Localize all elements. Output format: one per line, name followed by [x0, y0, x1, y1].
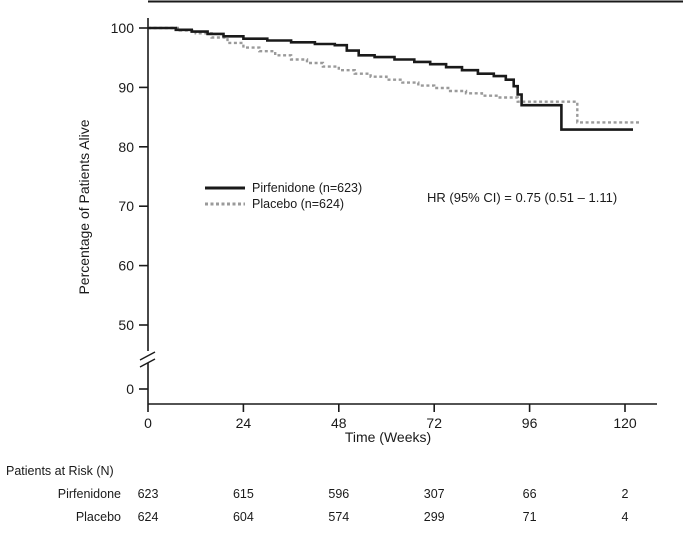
risk-row-label-pirfenidone: Pirfenidone — [57, 487, 121, 501]
risk-count-placebo-week-48: 574 — [328, 510, 350, 524]
placebo-dashed-line-icon — [205, 202, 245, 206]
risk-table-title: Patients at Risk (N) — [6, 464, 114, 478]
legend: Pirfenidone (n=623) Placebo (n=624) — [204, 180, 362, 212]
risk-count-pirfenidone-week-0: 623 — [137, 487, 159, 501]
x-tick-label: 24 — [236, 415, 252, 431]
y-tick-label: 60 — [118, 258, 134, 274]
risk-count-placebo-week-0: 624 — [137, 510, 159, 524]
y-tick-label: 90 — [118, 79, 134, 95]
risk-count-placebo-week-24: 604 — [232, 510, 254, 524]
y-tick-label: 80 — [118, 139, 134, 155]
pirfenidone-curve — [148, 26, 633, 131]
x-axis-title: Time (Weeks) — [344, 429, 432, 445]
risk-row-label-placebo: Placebo — [75, 510, 121, 524]
x-tick-label: 120 — [613, 415, 637, 431]
risk-count-pirfenidone-week-24: 615 — [232, 487, 254, 501]
risk-count-pirfenidone-week-48: 596 — [328, 487, 350, 501]
y-tick-label: 50 — [118, 317, 134, 333]
legend-item-pirfenidone: Pirfenidone (n=623) — [204, 180, 362, 196]
y-tick-label: 0 — [126, 381, 134, 397]
pirfenidone-solid-line-icon — [205, 186, 245, 190]
y-axis-break-slash — [139, 351, 156, 361]
x-tick-label: 96 — [522, 415, 538, 431]
hazard-ratio-annotation: HR (95% CI) = 0.75 (0.51 – 1.11) — [427, 190, 618, 205]
risk-count-placebo-week-72: 299 — [423, 510, 445, 524]
y-axis-break-slash — [139, 358, 156, 368]
legend-label-placebo: Placebo (n=624) — [252, 197, 345, 211]
legend-label-pirfenidone: Pirfenidone (n=623) — [252, 181, 363, 195]
placebo-curve — [148, 26, 641, 124]
x-tick-label: 48 — [331, 415, 347, 431]
risk-count-placebo-week-120: 4 — [621, 510, 629, 524]
risk-count-pirfenidone-week-72: 307 — [423, 487, 445, 501]
y-axis-title: Percentage of Patients Alive — [76, 119, 92, 295]
y-axis-break-gap — [146, 351, 150, 363]
y-tick-label: 100 — [111, 20, 135, 36]
legend-item-placebo: Placebo (n=624) — [204, 196, 362, 212]
x-tick-label: 0 — [144, 415, 152, 431]
risk-count-pirfenidone-week-120: 2 — [621, 487, 629, 501]
risk-count-pirfenidone-week-96: 66 — [522, 487, 537, 501]
risk-count-placebo-week-96: 71 — [522, 510, 537, 524]
y-tick-label: 70 — [118, 198, 134, 214]
x-tick-label: 72 — [426, 415, 442, 431]
